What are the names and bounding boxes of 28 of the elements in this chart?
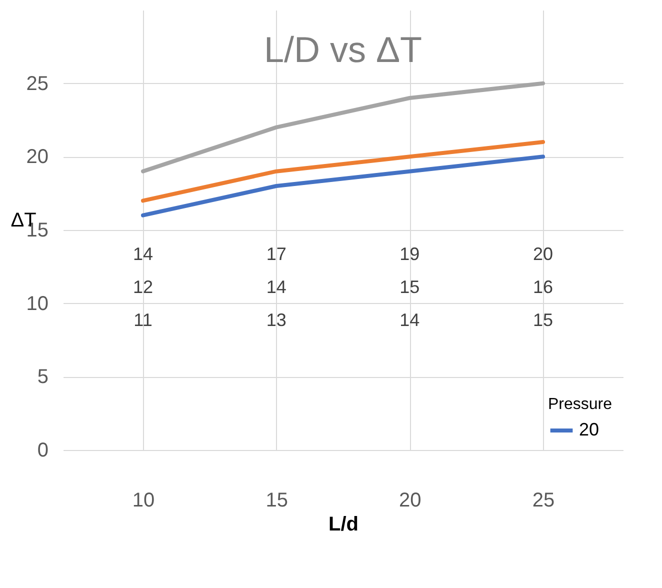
x-tick-label: 25: [532, 490, 555, 512]
annotation: 15: [400, 277, 420, 297]
y-tick-label: 0: [37, 440, 48, 462]
line-series: [141, 140, 545, 203]
y-tick-label: 20: [26, 146, 48, 168]
annotation: 17: [266, 244, 286, 264]
text: L/D vs ΔT: [264, 29, 422, 70]
annotation: 13: [266, 310, 286, 330]
y-tick-label: 25: [26, 72, 48, 95]
annotation: 15: [532, 310, 554, 330]
x-axis-title: L/d: [328, 514, 358, 536]
x-tick-label: 10: [132, 490, 155, 512]
annotation: 14: [400, 310, 420, 330]
y-tick-label: 5: [37, 366, 48, 388]
line-series: [141, 154, 545, 218]
y-tick-label: 10: [26, 292, 48, 315]
annotation: 12: [132, 277, 154, 297]
annotation: 20: [532, 244, 554, 264]
annotation: 16: [532, 277, 554, 297]
legend-title: Pressure: [548, 396, 612, 413]
legend-label: 20: [579, 420, 600, 440]
annotation: 11: [134, 310, 152, 330]
annotation: 14: [132, 244, 154, 264]
annotation: 19: [400, 244, 420, 264]
line-series: [141, 81, 545, 174]
x-tick-label: 15: [266, 490, 288, 512]
annotation: 14: [266, 277, 286, 297]
x-tick-label: 20: [399, 490, 422, 512]
